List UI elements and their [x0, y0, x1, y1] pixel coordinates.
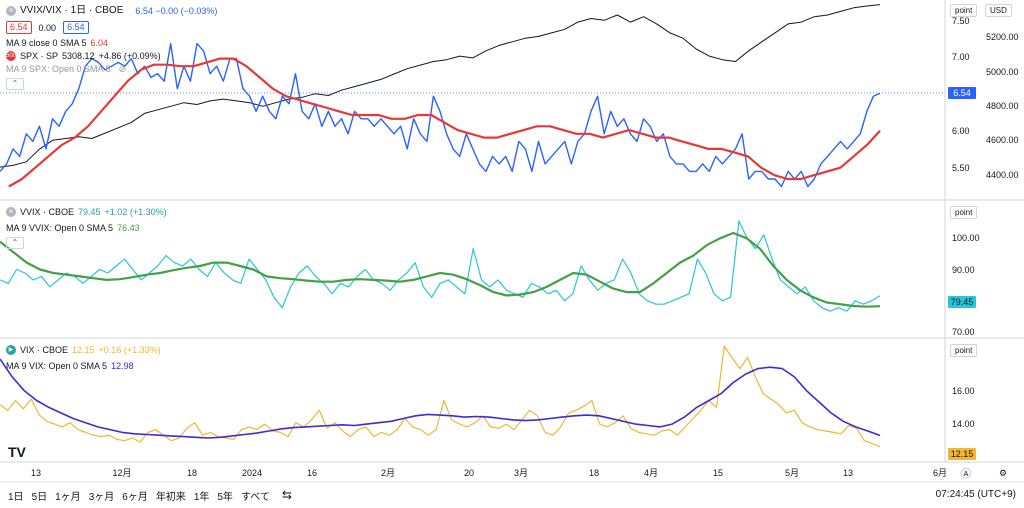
range-1m[interactable]: 1ヶ月 [55, 491, 81, 503]
spx-logo-icon: 500 [6, 50, 17, 61]
collapse-legend-icon[interactable]: ⌃ [6, 77, 24, 90]
pane1-ohlc: 6.54 −0.00 (−0.03%) [135, 5, 218, 16]
pane1-tick-label: 5.50 [952, 163, 970, 173]
pane3-ma-value: 12.98 [111, 360, 134, 371]
vix-ma-line [0, 358, 881, 439]
pane3-price-tag: 12.15 [948, 448, 976, 460]
pane3-change: +0.16 (+1.33%) [98, 344, 161, 355]
x-axis-label: 20 [464, 468, 474, 478]
vvix-ma-line [0, 231, 881, 308]
spx-tick-label: 4600.00 [986, 135, 1019, 145]
pane1-scale-button[interactable]: point [950, 4, 978, 17]
pane3-scale-button[interactable]: point [950, 344, 978, 357]
tradingview-logo[interactable]: TV [8, 444, 26, 460]
pane1-tick-label: 6.00 [952, 126, 970, 136]
range-toolbar: 1日 5日 1ヶ月 3ヶ月 6ヶ月 年初来 1年 5年 すべて ⇆ [0, 482, 1024, 508]
x-axis-label: 18 [187, 468, 197, 478]
pane3-ma-label[interactable]: MA 9 VIX: Open 0 SMA 5 [6, 360, 108, 371]
spx-title[interactable]: SPX · SP [20, 50, 59, 61]
spread-value: 0.00 [38, 22, 57, 33]
x-axis-label: 5月 [785, 468, 799, 478]
spx-tick-label: 5000.00 [986, 67, 1019, 77]
pane2-tick-label: 100.00 [952, 233, 980, 243]
spx-tick-label: 4800.00 [986, 101, 1019, 111]
range-6m[interactable]: 6ヶ月 [122, 491, 148, 503]
eye-hidden-icon[interactable]: ⊘ [118, 63, 127, 74]
range-5y[interactable]: 5年 [217, 491, 233, 503]
x-axis-label: 15 [713, 468, 723, 478]
pane1-ma-value: 6.04 [90, 37, 109, 48]
symbol-logo-icon: ≋ [6, 5, 16, 16]
pane2-legend: ≋ VVIX · CBOE 79.45 +1.02 (+1.30%) MA 9 … [6, 205, 167, 249]
pane1-ma-label[interactable]: MA 9 close 0 SMA 5 [6, 37, 87, 48]
range-1y[interactable]: 1年 [193, 491, 210, 503]
x-axis-label: 18 [589, 468, 599, 478]
range-1d[interactable]: 1日 [8, 491, 24, 503]
pane2-ma-label[interactable]: MA 9 VVIX: Open 0 SMA 5 [6, 222, 114, 233]
pane3-value: 12.15 [72, 344, 95, 355]
pane2-value: 79.45 [78, 206, 101, 217]
pane2-change: +1.02 (+1.30%) [104, 206, 167, 217]
clock[interactable]: 07:24:45 (UTC+9) [935, 489, 1016, 500]
x-axis-label: 12月 [112, 468, 131, 478]
pane3-tick-label: 14.00 [952, 419, 975, 429]
goto-date-icon[interactable]: ⇆ [281, 488, 292, 502]
ask-chip[interactable]: 6.54 [63, 21, 89, 34]
spx-change: +4.86 (+0.09%) [98, 50, 161, 61]
pane1-tick-label: 7.00 [952, 52, 970, 62]
x-axis-label: 13 [31, 468, 41, 478]
pane2-price-tag: 79.45 [948, 296, 976, 308]
vix-logo-icon: ▶ [6, 344, 16, 355]
pane3-tick-label: 16.00 [952, 386, 975, 396]
x-axis-label: 13 [843, 468, 853, 478]
vvix-logo-icon: ≋ [6, 206, 16, 217]
range-ytd[interactable]: 年初来 [155, 491, 186, 503]
pane3-legend: ▶ VIX · CBOE 12.15 +0.16 (+1.33%) MA 9 V… [6, 343, 161, 372]
pane2-tick-label: 90.00 [952, 265, 975, 275]
pane1-tick-label: 7.50 [952, 16, 970, 26]
pane1-price-tag: 6.54 [948, 87, 976, 99]
x-axis-label: 3月 [514, 468, 528, 478]
pane3-title[interactable]: VIX · CBOE [20, 344, 69, 355]
range-3m[interactable]: 3ヶ月 [88, 491, 115, 503]
x-axis-label: 4月 [644, 468, 658, 478]
pane1-legend: ≋ VVIX/VIX · 1日 · CBOE 6.54 −0.00 (−0.03… [6, 4, 217, 90]
pane2-tick-label: 70.00 [952, 327, 975, 337]
x-axis-label: 2月 [381, 468, 395, 478]
pane2-ma-value: 76.43 [117, 222, 140, 233]
pane1-title[interactable]: VVIX/VIX · 1日 · CBOE [20, 4, 124, 16]
auto-scale-label: A [964, 471, 969, 478]
spx-value: 5308.12 [62, 50, 95, 61]
x-axis-label: 6月 [933, 468, 947, 478]
range-all[interactable]: すべて [240, 491, 270, 503]
x-axis-label: 2024 [242, 468, 262, 478]
settings-icon: ⚙ [999, 468, 1007, 478]
collapse-legend-icon[interactable]: ⌃ [6, 236, 24, 249]
currency-button[interactable]: USD [985, 4, 1012, 17]
spx-tick-label: 4400.00 [986, 170, 1019, 180]
range-5d[interactable]: 5日 [31, 491, 48, 503]
x-axis-label: 16 [307, 468, 317, 478]
auto-scale-icon [960, 467, 972, 479]
spx-ma-label[interactable]: MA 9 SPX: Open 0 SMA 5 [6, 63, 111, 74]
pane2-title[interactable]: VVIX · CBOE [20, 206, 75, 217]
ratio-ma-line [8, 57, 881, 188]
pane2-scale-button[interactable]: point [950, 206, 978, 219]
spx-line [0, 4, 881, 168]
bid-chip[interactable]: 6.54 [6, 21, 32, 34]
spx-tick-label: 5200.00 [986, 32, 1019, 42]
